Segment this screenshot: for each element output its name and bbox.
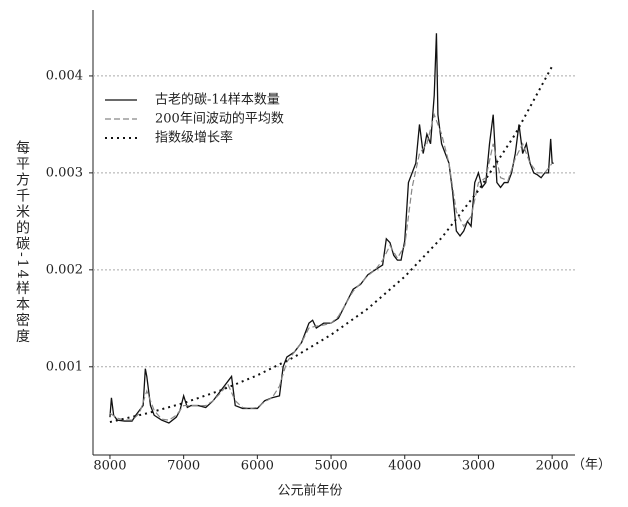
y-tick-label: 0.003 (46, 165, 83, 180)
x-tick-label: 5000 (315, 459, 348, 474)
x-unit-label: （年） (572, 458, 611, 473)
y-tick-label: 0.004 (46, 68, 83, 83)
series-line (109, 33, 554, 424)
series-line (109, 112, 553, 421)
legend-label: 200年间波动的平均数 (155, 111, 284, 127)
x-tick-label: 3000 (462, 459, 495, 474)
x-tick-label: 6000 (241, 459, 274, 474)
y-tick-label: 0.001 (46, 359, 83, 374)
y-tick-label: 0.002 (46, 262, 83, 277)
x-tick-label: 8000 (93, 459, 126, 474)
y-axis-label: 每平方千米的碳-14样本密度 (14, 140, 30, 345)
x-tick-label: 4000 (388, 459, 421, 474)
legend-label: 古老的碳-14样本数量 (155, 92, 280, 108)
legend-label: 指数级增长率 (155, 130, 233, 146)
x-axis-label: 公元前年份 (277, 483, 342, 499)
x-tick-label: 2000 (536, 459, 569, 474)
x-tick-label: 7000 (167, 459, 200, 474)
